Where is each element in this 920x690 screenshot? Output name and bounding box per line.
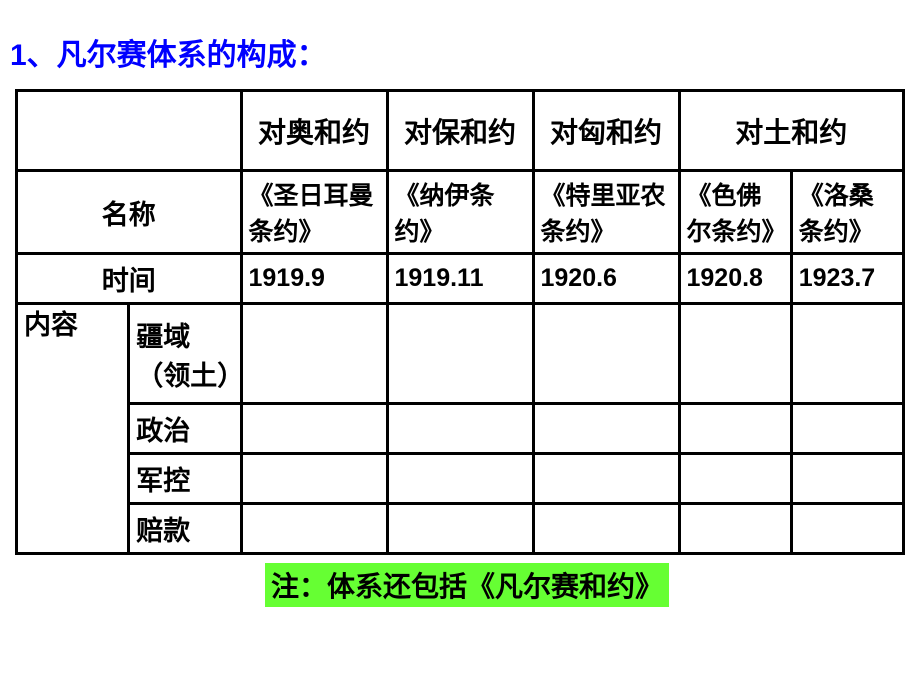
territory-label: 疆域（领土） <box>129 304 241 404</box>
bulgaria-treaty-name: 《纳伊条约》 <box>387 171 533 254</box>
bulgaria-politics <box>387 404 533 454</box>
table-header-row: 对奥和约 对保和约 对匈和约 对土和约 <box>17 91 904 171</box>
hungary-date: 1920.6 <box>533 254 679 304</box>
turkey-date1: 1920.8 <box>679 254 791 304</box>
territory-row: 内容 疆域（领土） <box>17 304 904 404</box>
politics-label: 政治 <box>129 404 241 454</box>
hungary-military <box>533 454 679 504</box>
bulgaria-military <box>387 454 533 504</box>
time-row: 时间 1919.9 1919.11 1920.6 1920.8 1923.7 <box>17 254 904 304</box>
page-title: 1、凡尔赛体系的构成： <box>10 30 905 74</box>
hungary-politics <box>533 404 679 454</box>
turkey2-military <box>791 454 903 504</box>
military-row: 军控 <box>17 454 904 504</box>
footer-note: 注：体系还包括《凡尔赛和约》 <box>265 563 669 607</box>
turkey-treaty-name1: 《色佛尔条约》 <box>679 171 791 254</box>
hungary-reparation <box>533 504 679 554</box>
hungary-territory <box>533 304 679 404</box>
austria-politics <box>241 404 387 454</box>
time-label: 时间 <box>17 254 242 304</box>
austria-date: 1919.9 <box>241 254 387 304</box>
header-austria: 对奥和约 <box>241 91 387 171</box>
name-label: 名称 <box>17 171 242 254</box>
treaty-table: 对奥和约 对保和约 对匈和约 对土和约 名称 《圣日耳曼条约》 《纳伊条约》 《… <box>15 89 905 555</box>
header-hungary: 对匈和约 <box>533 91 679 171</box>
turkey1-territory <box>679 304 791 404</box>
bulgaria-territory <box>387 304 533 404</box>
content-label: 内容 <box>17 304 129 554</box>
austria-territory <box>241 304 387 404</box>
reparation-label: 赔款 <box>129 504 241 554</box>
name-row: 名称 《圣日耳曼条约》 《纳伊条约》 《特里亚农条约》 《色佛尔条约》 《洛桑条… <box>17 171 904 254</box>
austria-reparation <box>241 504 387 554</box>
austria-treaty-name: 《圣日耳曼条约》 <box>241 171 387 254</box>
bulgaria-reparation <box>387 504 533 554</box>
turkey2-territory <box>791 304 903 404</box>
turkey-date2: 1923.7 <box>791 254 903 304</box>
turkey2-reparation <box>791 504 903 554</box>
bulgaria-date: 1919.11 <box>387 254 533 304</box>
politics-row: 政治 <box>17 404 904 454</box>
hungary-treaty-name: 《特里亚农条约》 <box>533 171 679 254</box>
turkey2-politics <box>791 404 903 454</box>
header-empty <box>17 91 242 171</box>
austria-military <box>241 454 387 504</box>
military-label: 军控 <box>129 454 241 504</box>
turkey1-military <box>679 454 791 504</box>
turkey-treaty-name2: 《洛桑条约》 <box>791 171 903 254</box>
turkey1-reparation <box>679 504 791 554</box>
header-bulgaria: 对保和约 <box>387 91 533 171</box>
header-turkey: 对土和约 <box>679 91 904 171</box>
reparation-row: 赔款 <box>17 504 904 554</box>
turkey1-politics <box>679 404 791 454</box>
